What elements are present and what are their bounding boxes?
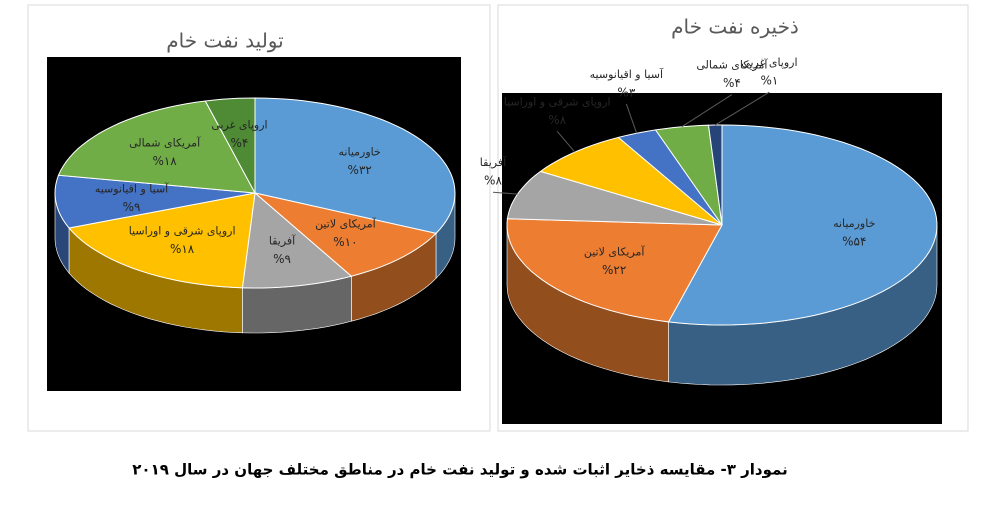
leader-line: [625, 103, 638, 134]
leader-line: [681, 94, 733, 128]
slice-name: خاورمیانه: [339, 145, 381, 158]
slice-name: آفریقا: [480, 155, 507, 169]
slice: [57, 100, 256, 194]
leader-line: [492, 191, 518, 195]
slice: [506, 218, 723, 323]
slice-value-label: %۱۸: [152, 154, 177, 168]
slice-value-label: %۱۸: [170, 242, 195, 256]
slice-value-label: %۴: [723, 76, 741, 90]
slice: [654, 124, 723, 226]
slice-name: اروپای شرقی و اوراسیا: [504, 95, 611, 108]
leader-line: [556, 130, 576, 153]
slice-value-label: %۹: [273, 252, 291, 266]
chart-title: ذخیره نفت خام: [671, 15, 799, 39]
slice-name: آمریکای شمالی: [129, 136, 201, 150]
slice: [54, 174, 256, 229]
slice-name: آفریقا: [269, 233, 296, 247]
slice: [506, 170, 723, 226]
caption: نمودار ۳- مقایسه ذخایر اثبات شده و تولید…: [132, 461, 787, 479]
slice-value-label: %۱: [761, 74, 779, 88]
slice-name: اروپای غربی: [741, 56, 797, 69]
slice: [539, 136, 723, 226]
slice: [707, 124, 723, 226]
slice-name: اروپای شرقی و اوراسیا: [129, 225, 236, 238]
slice-value-label: %۱۰: [333, 235, 357, 249]
slice-value-label: %۳: [617, 85, 635, 99]
slice-name: آسیا و اقیانوسیه: [95, 182, 169, 196]
leader-line: [714, 91, 770, 126]
slice-value-label: %۹: [123, 200, 141, 214]
slice-name: آمریکای لاتین: [315, 216, 377, 230]
slice: [254, 192, 438, 277]
slice-name: آمریکای لاتین: [584, 244, 646, 258]
slice-name: خاورمیانه: [833, 217, 875, 230]
slice: [68, 192, 256, 289]
slice-value-label: %۳۲: [348, 163, 372, 177]
slice: [241, 192, 353, 289]
slice: [254, 97, 456, 234]
slice-value-label: %۵۴: [842, 234, 866, 248]
slice-name: آسیا و اقیانوسیه: [590, 67, 664, 81]
chart-title: تولید نفت خام: [166, 29, 283, 53]
slice-value-label: %۸: [548, 113, 566, 127]
slice-value-label: %۴: [231, 136, 249, 150]
slice-value-label: %۸: [484, 174, 502, 188]
slice-name: آمریکای شمالی: [696, 58, 768, 72]
slice: [204, 97, 256, 194]
slice-name: اروپای غربی: [211, 119, 267, 132]
slice-value-label: %۲۲: [602, 263, 626, 277]
slice: [667, 124, 938, 326]
